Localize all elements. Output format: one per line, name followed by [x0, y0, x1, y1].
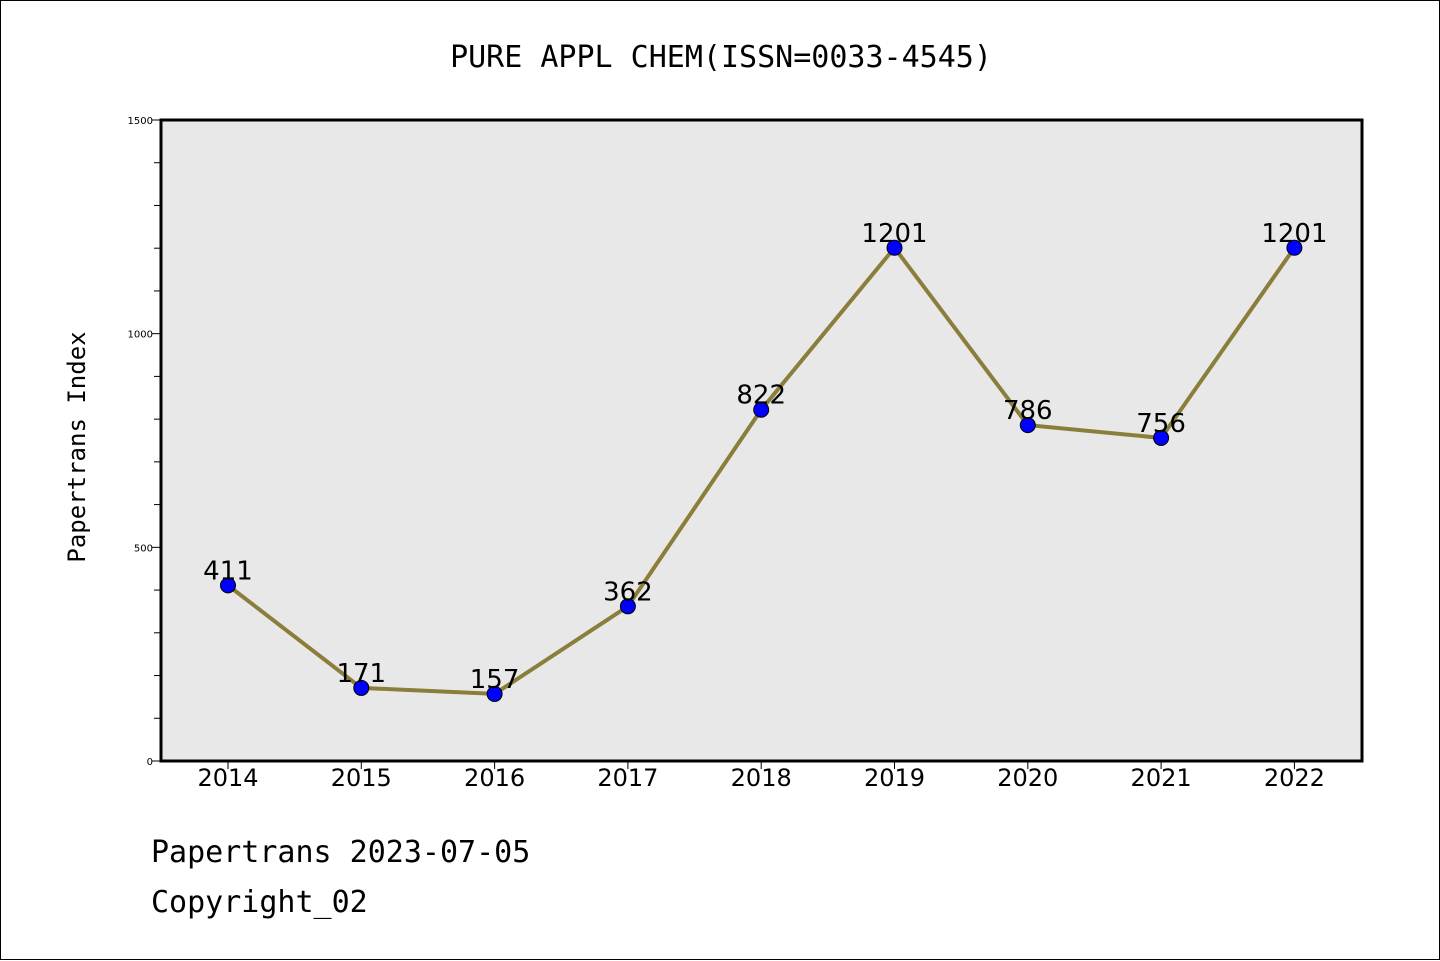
data-point-marker [619, 598, 636, 615]
x-tick-label: 2019 [864, 764, 925, 792]
data-point-marker [1286, 239, 1303, 256]
x-tick-label: 2022 [1264, 764, 1325, 792]
data-point-label: 1201 [1261, 219, 1327, 249]
data-point-label: 756 [1136, 409, 1186, 439]
x-tick-label: 2015 [331, 764, 392, 792]
y-tick-label: 0 [147, 757, 153, 768]
data-point-marker [220, 577, 236, 594]
data-point-label: 1201 [861, 219, 927, 249]
data-point-marker [753, 401, 770, 418]
x-axis: 2014 2015 2016 2017 2018 2019 2020 2021 2022 [197, 761, 1325, 792]
x-tick-label: 2018 [731, 764, 792, 792]
data-point-marker [1153, 429, 1170, 446]
data-point-label: 786 [1003, 396, 1053, 426]
y-axis: 0 500 1000 1500 [128, 116, 161, 768]
footer-copyright: Copyright_02 [151, 885, 368, 920]
data-point-marker [353, 679, 370, 696]
series-markers [220, 239, 1303, 702]
data-point-label: 822 [736, 381, 786, 411]
data-point-label: 411 [203, 556, 253, 586]
data-labels: 411 171 157 362 822 1201 786 756 1201 [203, 219, 1327, 695]
chart-title: PURE APPL CHEM(ISSN=0033-4545) [450, 40, 992, 75]
x-tick-label: 2021 [1131, 764, 1192, 792]
data-point-marker [486, 685, 503, 702]
data-point-label: 362 [603, 577, 653, 607]
x-tick-label: 2020 [997, 764, 1058, 792]
y-tick-label: 1500 [128, 116, 153, 127]
y-axis-label: Papertrans Index [63, 331, 91, 562]
x-tick-label: 2014 [197, 764, 258, 792]
data-point-label: 171 [336, 659, 386, 689]
y-tick-label: 500 [134, 543, 153, 554]
data-point-label: 157 [470, 665, 520, 695]
footer-date: Papertrans 2023-07-05 [151, 835, 531, 870]
x-tick-label: 2016 [464, 764, 525, 792]
data-point-marker [886, 239, 903, 256]
x-tick-label: 2017 [597, 764, 658, 792]
y-tick-label: 1000 [128, 330, 153, 341]
data-point-marker [1019, 417, 1036, 434]
